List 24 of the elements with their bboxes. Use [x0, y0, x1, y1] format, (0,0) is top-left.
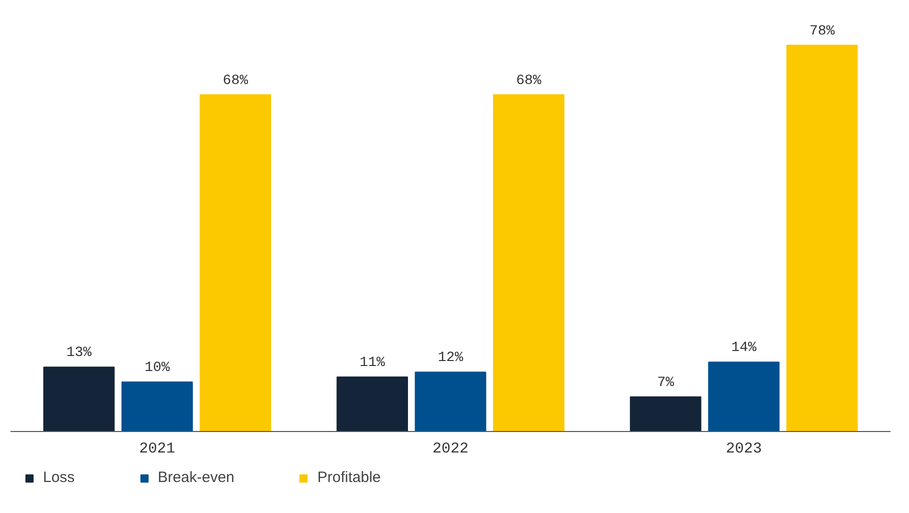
- bar: [630, 396, 702, 432]
- bar: [43, 366, 115, 432]
- bar: [200, 94, 272, 432]
- legend-label: Profitable: [317, 469, 381, 486]
- data-label: 68%: [222, 72, 249, 89]
- bar: [786, 44, 858, 432]
- data-label: 12%: [438, 350, 464, 366]
- data-label: 7%: [657, 374, 675, 391]
- data-label: 11%: [360, 355, 386, 372]
- data-label: 14%: [731, 340, 758, 356]
- legend-label: Loss: [43, 469, 75, 486]
- data-label: 78%: [809, 23, 836, 40]
- data-label: 10%: [144, 360, 170, 376]
- bar: [493, 94, 564, 432]
- data-label: 68%: [516, 72, 542, 89]
- x-tick-label: 2023: [726, 440, 762, 458]
- bar: [336, 376, 408, 432]
- x-tick-label: 2022: [432, 440, 469, 458]
- x-tick-label: 2021: [139, 440, 176, 458]
- data-label: 13%: [66, 345, 92, 362]
- legend-label: Break-even: [158, 469, 234, 486]
- bar: [708, 362, 780, 432]
- bar: [121, 381, 193, 432]
- bar: [414, 372, 486, 432]
